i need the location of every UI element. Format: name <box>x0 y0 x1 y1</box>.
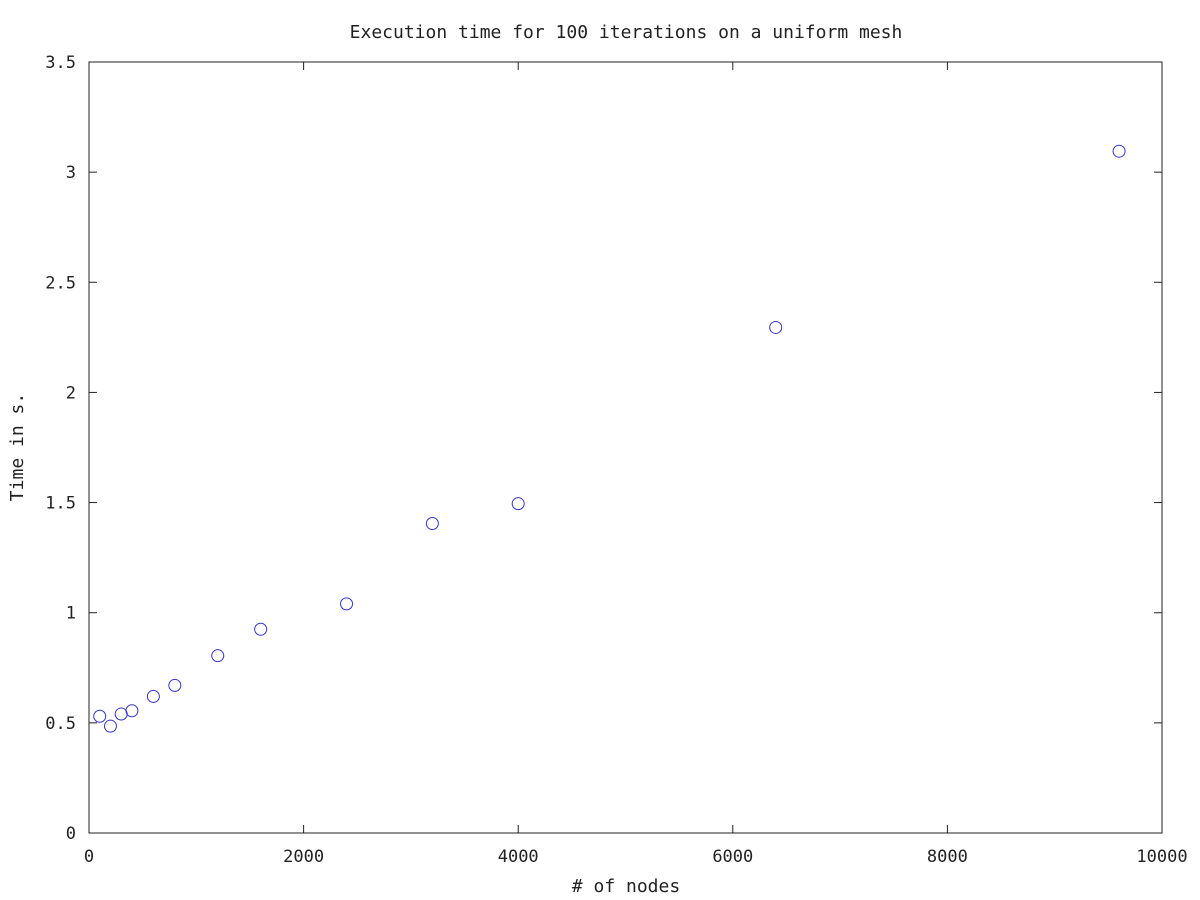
x-tick-label: 4000 <box>498 847 539 867</box>
chart-title: Execution time for 100 iterations on a u… <box>350 22 903 43</box>
data-point <box>114 707 128 721</box>
data-point <box>1112 144 1126 158</box>
data-points <box>93 144 1126 733</box>
y-tick-label: 0 <box>66 824 76 844</box>
x-axis-label: # of nodes <box>572 876 680 897</box>
axis-ticks <box>88 61 1163 834</box>
data-point <box>211 649 225 663</box>
x-tick-label: 6000 <box>712 847 753 867</box>
plot-frame <box>88 61 1163 834</box>
y-tick-label: 3 <box>66 163 76 183</box>
y-tick-label: 3.5 <box>45 53 76 73</box>
data-point <box>340 597 354 611</box>
y-tick-label: 1.5 <box>45 494 76 514</box>
data-point <box>511 497 525 511</box>
data-point <box>93 709 107 723</box>
data-point <box>103 719 117 733</box>
y-tick-label: 2 <box>66 383 76 403</box>
x-tick-label: 8000 <box>927 847 968 867</box>
data-point <box>146 689 160 703</box>
data-point <box>769 320 783 334</box>
data-point <box>254 622 268 636</box>
x-tick-label: 0 <box>84 847 94 867</box>
data-point <box>168 678 182 692</box>
data-point <box>125 704 139 718</box>
y-tick-label: 2.5 <box>45 273 76 293</box>
x-tick-label: 2000 <box>283 847 324 867</box>
tick-labels: 0 2000 4000 6000 8000 10000 0 0.5 1 1.5 2 2.5 3 3.5 <box>45 53 1187 867</box>
y-tick-label: 1 <box>66 604 76 624</box>
y-axis-label: Time in s. <box>7 393 28 501</box>
y-tick-label: 0.5 <box>45 714 76 734</box>
x-tick-label: 10000 <box>1136 847 1187 867</box>
data-point <box>425 516 439 530</box>
